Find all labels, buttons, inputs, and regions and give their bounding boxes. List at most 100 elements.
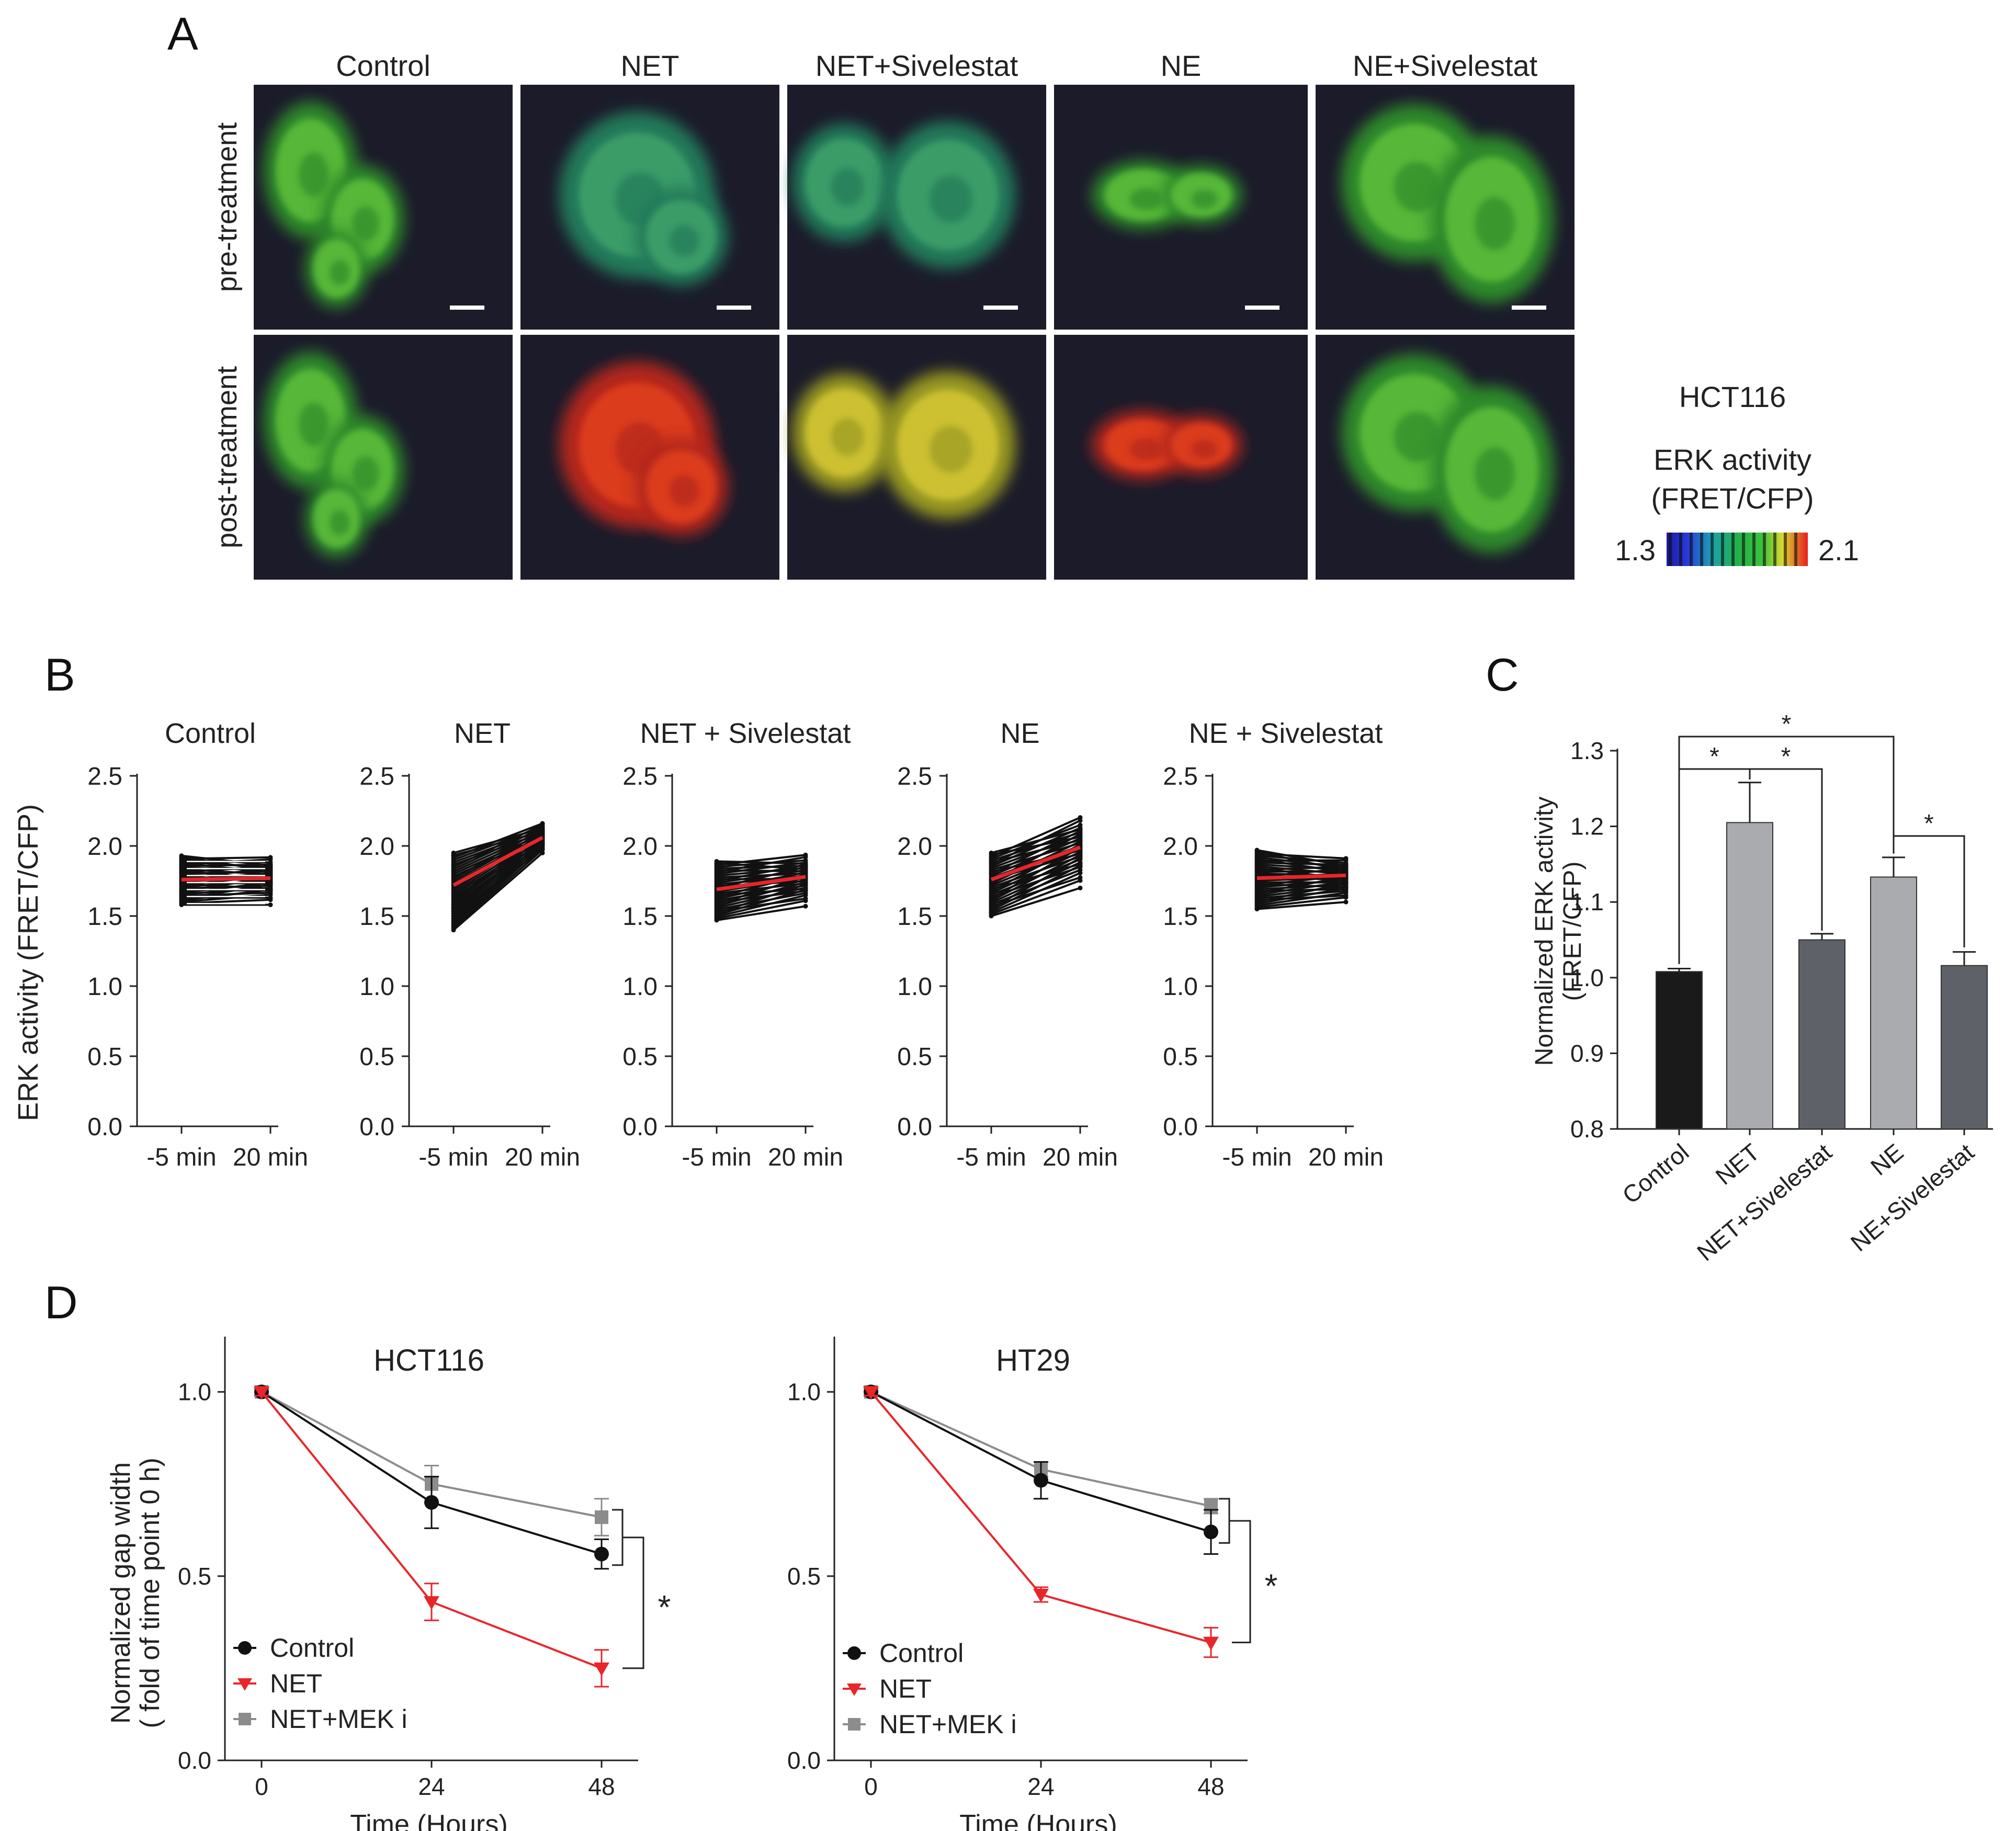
scale-bar [450, 306, 484, 310]
legend-marker [847, 1683, 862, 1696]
mean-line [181, 876, 271, 881]
colorbar-min-label: 1.3 [1615, 534, 1656, 567]
subplot-title: HT29 [996, 1343, 1070, 1377]
y-tick-label: 2.5 [897, 763, 932, 790]
panel-b-subplot-2: NET + Sivelestat 0.0 0.5 1.0 1.5 2.0 2.5 -5 min… [622, 718, 851, 1171]
cell-trace [716, 860, 806, 865]
panel-letter-d: D [44, 1276, 78, 1328]
panel-b-paired-line-charts: ERK activity (FRET/CFP) Control 0.0 0.5 1.0… [13, 718, 1384, 1171]
cell-trace [1256, 901, 1346, 910]
cell-trace [452, 842, 543, 898]
bracket-net [622, 1536, 644, 1669]
cell-trace [1256, 865, 1346, 876]
micrograph-pre-4 [1316, 85, 1575, 330]
cell-point-end [1078, 815, 1083, 820]
x-tick-label: 0 [255, 1773, 268, 1800]
scale-bar [983, 306, 1018, 310]
colorbar-stripe [1711, 533, 1714, 566]
x-tick-label: 48 [1197, 1773, 1224, 1800]
bar-0 [1656, 971, 1703, 1130]
cell-trace [1256, 894, 1346, 901]
colorbar-stripe [1669, 533, 1672, 566]
colorbar-stripe [1763, 533, 1766, 566]
cell-trace [1256, 885, 1346, 898]
panel-d-gap-width-charts: Normalized gap width ( fold of time poin… [106, 1337, 1277, 1831]
legend: Control NET NET+MEK i [233, 1633, 407, 1734]
x-tick-label: -5 min [146, 1144, 216, 1171]
x-tick-label: 20 min [768, 1144, 843, 1171]
y-tick-label: 0.5 [1163, 1043, 1198, 1071]
y-tick-label: 1.5 [1163, 903, 1198, 931]
x-tick-label: 24 [418, 1773, 445, 1800]
bracket-control-vs-mek [1219, 1498, 1230, 1544]
cell-trace [1256, 888, 1346, 892]
cell-trace [1256, 880, 1346, 896]
panel-b-ylabel: ERK activity (FRET/CFP) [13, 804, 44, 1121]
x-tick-label: 20 min [505, 1144, 580, 1171]
individual-cell-lines [451, 821, 545, 933]
cell-trace [716, 899, 806, 920]
colorbar-title-line2: (FRET/CFP) [1651, 482, 1814, 515]
cell-point-end [268, 895, 273, 900]
cell-point-end [1078, 862, 1083, 867]
cell-trace [452, 852, 543, 931]
cell-nucleus [1394, 162, 1441, 212]
x-tick-label: -5 min [956, 1144, 1026, 1171]
significance-star: * [1781, 743, 1791, 771]
cell-point-end [1343, 868, 1349, 873]
row-label-0: pre-treatment [211, 122, 243, 292]
x-tick-label: 20 min [233, 1144, 308, 1171]
cell-trace [991, 839, 1081, 864]
micrograph-post-3 [1054, 335, 1308, 580]
x-tick-label: 20 min [1043, 1144, 1118, 1171]
y-tick-label: 1.0 [787, 1378, 821, 1406]
condition-label-1: NET [621, 49, 679, 82]
mean-line [716, 875, 806, 891]
x-tick-label: Control [1617, 1138, 1694, 1209]
significance-star: * [1924, 810, 1934, 838]
cell-point-end [268, 863, 273, 868]
y-tick-label: 0.0 [787, 1747, 821, 1774]
mean-line [452, 835, 543, 887]
cell-point-end [540, 821, 545, 826]
legend-marker [237, 1678, 252, 1691]
colorbar-stripe [1773, 533, 1776, 566]
cell-nucleus [1394, 412, 1441, 462]
panel-b-subplot-1: NET 0.0 0.5 1.0 1.5 2.0 2.5 -5 min 20 min [359, 718, 580, 1171]
x-tick-label: NET [1711, 1138, 1765, 1190]
panel-b-subplot-0: Control 0.0 0.5 1.0 1.5 2.0 2.5 -5 min 20 min [87, 718, 308, 1171]
legend-label: NET+MEK i [879, 1710, 1017, 1739]
bar-4 [1941, 965, 1988, 1129]
cell-trace [1256, 863, 1346, 871]
cell-trace [716, 890, 806, 903]
cell-point-end [1343, 856, 1349, 861]
scale-bar [717, 306, 751, 310]
cell-trace [991, 816, 1081, 858]
cell-trace [716, 892, 806, 911]
cell-point-end [1078, 834, 1083, 840]
y-tick-label: 0.0 [1163, 1113, 1198, 1141]
y-tick-label: 2.0 [359, 833, 394, 861]
colorbar-stripe [1700, 533, 1703, 566]
cell-nucleus [299, 152, 329, 197]
cell-trace [991, 879, 1081, 916]
cell-nucleus [330, 510, 350, 535]
cell-trace [991, 876, 1081, 908]
bar-1 [1726, 822, 1773, 1129]
individual-cell-lines [714, 852, 808, 923]
x-axis-label: Time (Hours) [959, 1810, 1117, 1831]
cell-trace [452, 844, 543, 917]
y-tick-label: 2.5 [1163, 763, 1198, 790]
x-tick-label: -5 min [682, 1144, 751, 1171]
x-tick-label: NET+Sivelestat [1692, 1138, 1837, 1267]
cell-trace [453, 832, 543, 866]
y-tick-label: 0.0 [622, 1113, 658, 1141]
subplot-title: NET + Sivelestat [640, 718, 851, 749]
cell-trace [181, 854, 271, 867]
cell-point-end [803, 866, 808, 872]
cell-trace [991, 855, 1081, 889]
cell-trace [991, 863, 1081, 890]
y-tick-label: 1.5 [87, 903, 122, 931]
subplot-title: NE [1000, 718, 1039, 749]
cell-point-end [803, 896, 808, 901]
